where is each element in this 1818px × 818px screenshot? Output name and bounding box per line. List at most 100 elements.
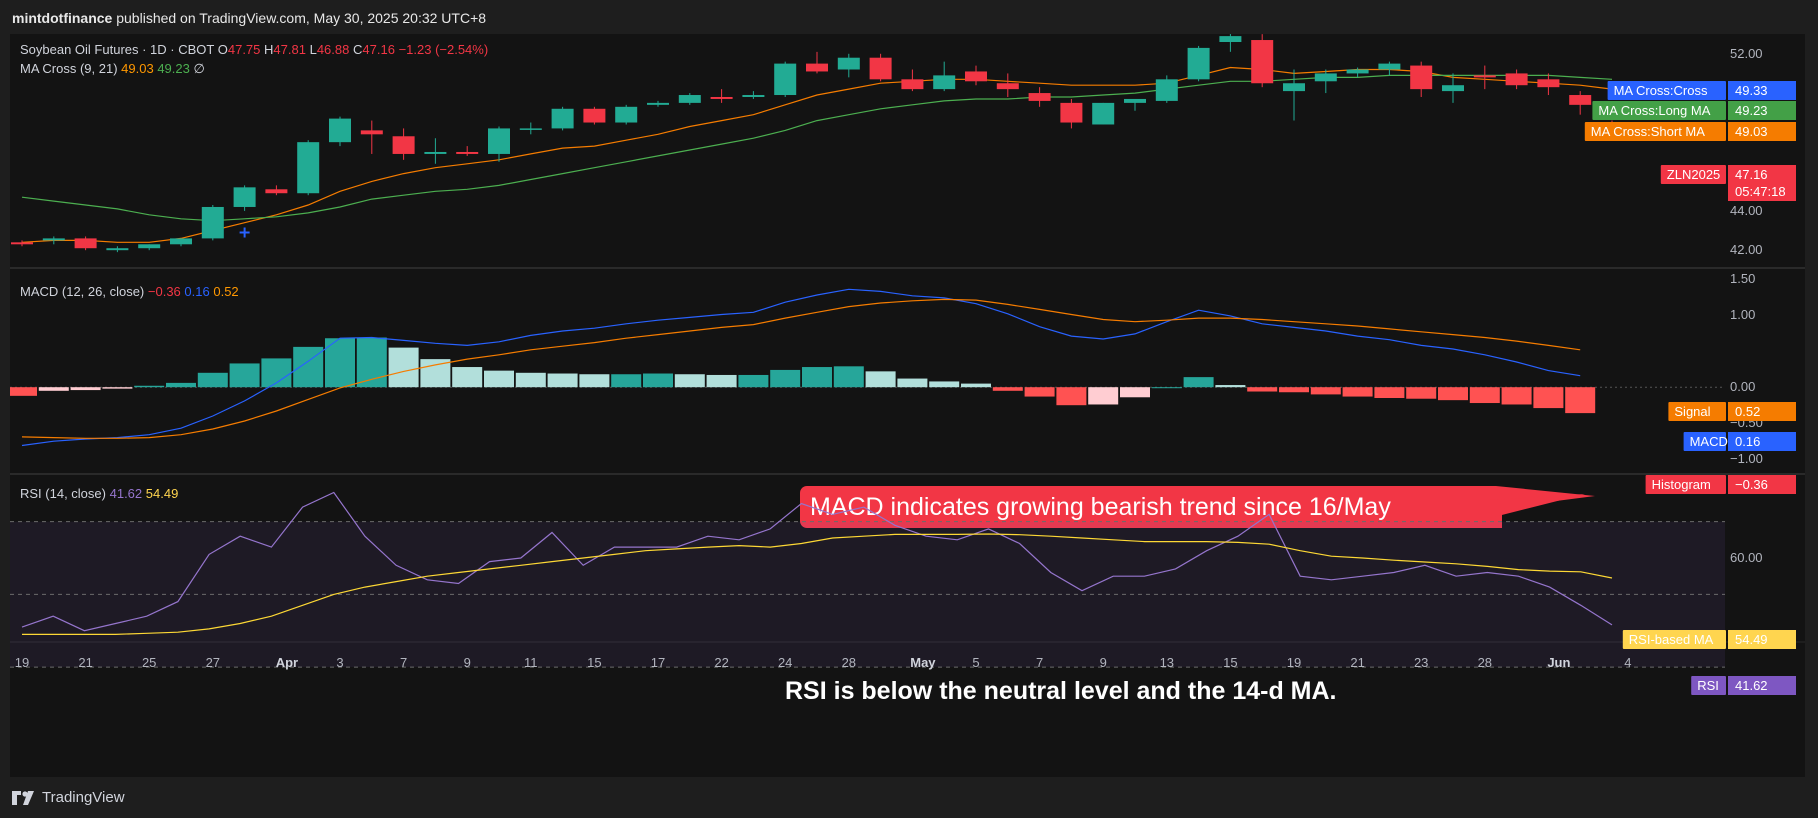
macd-histogram-bar (611, 374, 642, 388)
tag-label-bg (1592, 101, 1726, 120)
cross-marker-icon (239, 227, 250, 238)
macd-histogram-bar (770, 369, 801, 388)
open-value: 47.75 (227, 42, 261, 57)
macd-histogram-bar (166, 382, 196, 388)
macd-histogram-bar (1533, 387, 1564, 409)
macd-line-value: 0.16 (184, 284, 210, 299)
macd-histogram-bar (197, 372, 228, 388)
candle-body (488, 128, 510, 154)
time-axis-tick: 24 (778, 655, 792, 670)
tag-ma-cross: MA Cross:Cross 49.33 (1607, 81, 1796, 100)
candle-body (233, 187, 256, 207)
macd-histogram-bar (1501, 387, 1532, 405)
rsi-axis-tick: 60.00 (1730, 550, 1763, 565)
candle-body (138, 244, 161, 249)
tag-value-bg (1728, 676, 1796, 695)
tag-value-bg (1728, 165, 1796, 201)
tag-label-bg (1691, 676, 1726, 695)
close-value: 47.16 (362, 42, 395, 57)
tag-label-bg (1645, 475, 1726, 494)
macd-histogram-bar (833, 366, 864, 388)
candle-body (1442, 85, 1464, 92)
long-ma-line (21, 74, 1613, 222)
tag-label-bg (1622, 630, 1726, 649)
change-value: −1.23 (−2.54%) (398, 42, 489, 57)
rsi-line (21, 491, 1613, 632)
candle-body (1473, 75, 1496, 78)
time-axis-tick: 21 (78, 655, 92, 670)
macd-histogram-bar (1279, 387, 1309, 393)
chart-svg[interactable]: 52.0050.0048.0046.0044.0042.001.501.000.… (7, 30, 1805, 777)
macd-histogram-bar (1438, 387, 1468, 401)
low-label: L (309, 42, 317, 57)
tradingview-brand[interactable]: TradingView (12, 789, 125, 806)
macd-histogram-bar (547, 373, 578, 388)
time-axis-tick: 15 (1223, 655, 1237, 670)
candle-body (901, 79, 924, 90)
tag-value: −0.36 (1735, 477, 1768, 492)
candle-body (996, 83, 1019, 90)
macd-histogram-bar (1469, 387, 1500, 404)
macd-histogram-bar (70, 387, 101, 391)
rsi-legend-name: RSI (14, close) (20, 486, 106, 501)
time-axis-tick: 25 (142, 655, 156, 670)
time-axis-tick: 23 (1414, 655, 1428, 670)
candle-body (297, 142, 320, 194)
macd-histogram-bar (929, 381, 960, 388)
candle-body (42, 238, 65, 241)
tag-macd: MACD 0.16 (1683, 432, 1796, 451)
close-label: C (353, 42, 363, 57)
tag-histogram: Histogram −0.36 (1645, 475, 1796, 494)
candle-body (615, 106, 638, 123)
ma-hidden-icon[interactable]: ∅ (193, 61, 205, 76)
macd-histogram-bar (1215, 385, 1246, 388)
time-axis-tick: 21 (1350, 655, 1364, 670)
tag-label: RSI (1697, 678, 1719, 693)
short-ma-line (21, 66, 1613, 243)
tag-label-bg (1584, 122, 1726, 141)
candle-body (1410, 65, 1433, 90)
macd-histogram-bar (643, 373, 673, 388)
macd-axis-tick: 0.00 (1730, 379, 1755, 394)
candle-body (392, 136, 415, 154)
time-axis-tick: 5 (972, 655, 979, 670)
publish-info: published on TradingView.com, May 30, 20… (116, 10, 487, 26)
candle-body (774, 63, 797, 96)
macd-histogram-bar (1183, 377, 1214, 388)
chart-area[interactable]: 52.0050.0048.0046.0044.0042.001.501.000.… (7, 30, 1805, 777)
rsi-ma-value: 54.49 (145, 486, 179, 501)
macd-histogram-bar (1565, 387, 1596, 414)
tag-label-bg (1668, 402, 1726, 421)
candle-body (1155, 79, 1178, 101)
candle-body (1346, 69, 1369, 74)
candle-body (1219, 36, 1242, 42)
candle-body (265, 189, 288, 194)
time-axis-tick: 11 (524, 655, 538, 670)
tag-short-ma: MA Cross:Short MA 49.03 (1584, 122, 1796, 141)
time-axis-tick: 7 (400, 655, 407, 670)
low-value: 46.88 (316, 42, 350, 57)
tag-value-bg (1728, 432, 1796, 451)
macd-histogram-bar (897, 378, 928, 388)
candle-body (106, 248, 129, 251)
ma-legend-name: MA Cross (9, 21) (20, 61, 118, 76)
time-axis-tick: 9 (1100, 655, 1107, 670)
time-axis-tick: 22 (714, 655, 728, 670)
tag-value: 49.03 (1735, 124, 1768, 139)
tag-label: Signal (1674, 404, 1710, 419)
ma-short-value: 49.03 (121, 61, 154, 76)
candle-body (170, 238, 192, 245)
candle-body (1187, 47, 1210, 80)
time-axis-tick: 4 (1624, 655, 1631, 670)
ma-legend: MA Cross (9, 21) 49.03 49.23 ∅ (20, 61, 205, 77)
candle-body (360, 130, 383, 135)
tag-label: MA Cross:Short MA (1591, 124, 1705, 139)
candle-body (1569, 95, 1592, 105)
candle-body (710, 96, 733, 99)
candle-body (1251, 40, 1274, 84)
time-axis-tick: Apr (276, 655, 298, 670)
macd-histogram-bar (1374, 387, 1405, 398)
price-axis-tick: 42.00 (1730, 242, 1763, 257)
candle-body (329, 118, 351, 143)
candle-body (1124, 98, 1146, 103)
